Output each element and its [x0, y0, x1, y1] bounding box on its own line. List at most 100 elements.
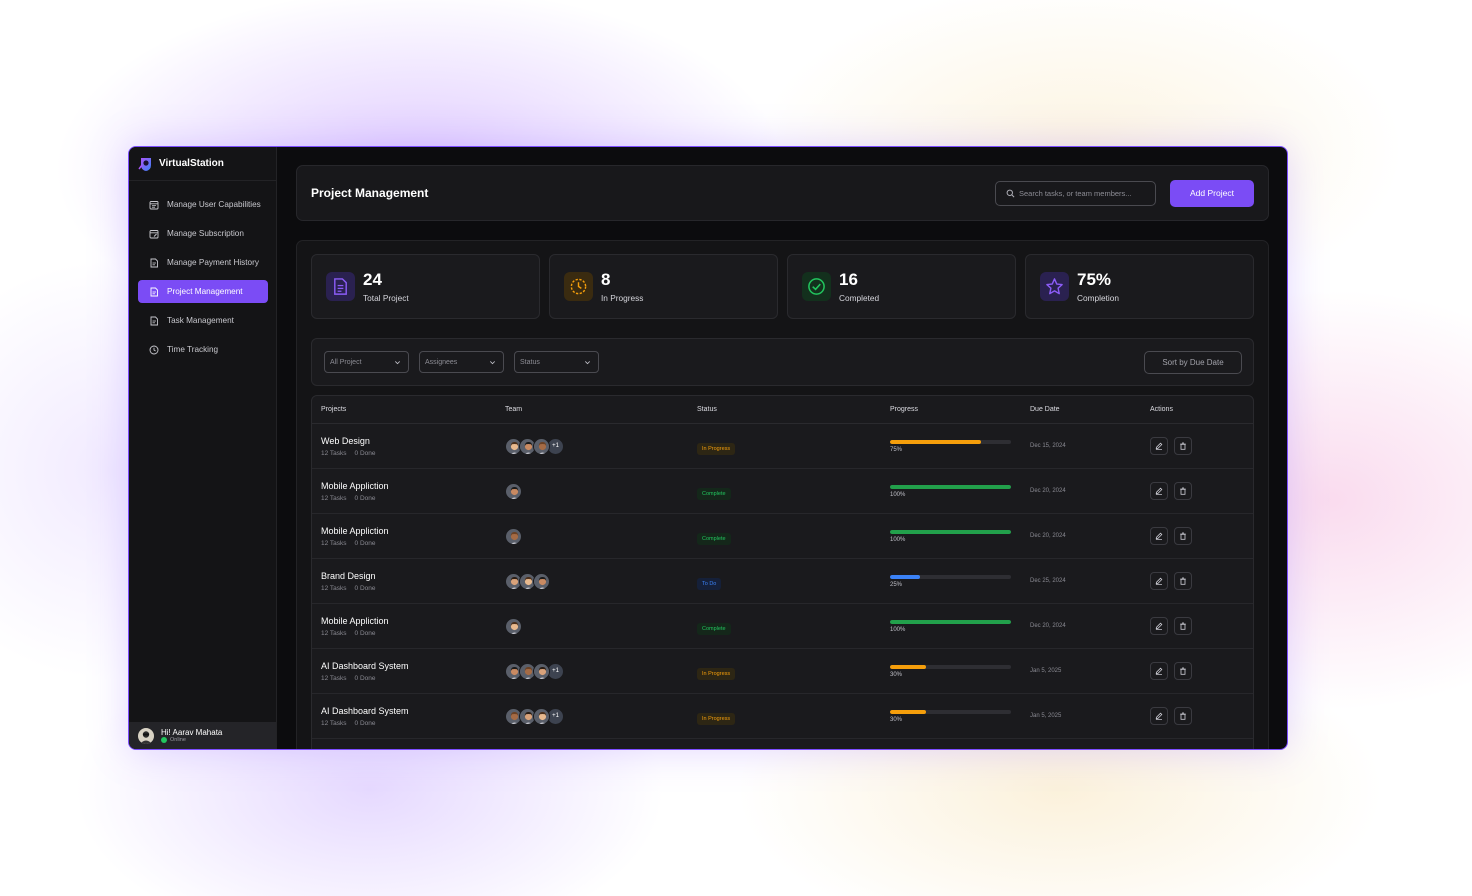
edit-button[interactable]	[1150, 482, 1168, 500]
progress-cell: 25%	[890, 574, 1030, 588]
actions-cell	[1150, 572, 1253, 590]
avatar	[533, 707, 550, 725]
delete-button[interactable]	[1174, 527, 1192, 545]
column-header-team[interactable]: Team	[505, 406, 523, 413]
sort-by-due-date-button[interactable]: Sort by Due Date	[1144, 350, 1242, 374]
sidebar-item-label: Project Management	[167, 287, 243, 296]
table-row[interactable]: AI Dashboard System 12 Tasks 0 Done +1 In…	[312, 694, 1253, 739]
pencil-icon	[1155, 577, 1163, 585]
user-profile[interactable]: Hi! Aarav Mahata Online	[129, 722, 276, 749]
team-cell	[505, 572, 697, 590]
search-input[interactable]	[1019, 188, 1147, 198]
project-panel: 24 Total Project 8 In Progress 16 Comple…	[296, 240, 1269, 749]
status-cell: In Progress	[697, 437, 890, 455]
actions-cell	[1150, 482, 1253, 500]
document-icon	[149, 316, 159, 326]
trash-icon	[1180, 712, 1186, 720]
avatar	[138, 727, 154, 744]
add-project-button[interactable]: Add Project	[1170, 179, 1254, 207]
table-row[interactable]: Brand Design 12 Tasks 0 Done To Do 25% De…	[312, 559, 1253, 604]
project-name[interactable]: Web Design	[321, 435, 370, 446]
trash-icon	[1180, 532, 1186, 540]
edit-button[interactable]	[1150, 437, 1168, 455]
team-cell	[505, 617, 697, 635]
sidebar-item-project-management[interactable]: Project Management	[138, 280, 268, 303]
team-cell: +1	[505, 437, 697, 455]
progress-label: 100%	[890, 536, 906, 543]
sidebar-item-manage-user-capabilities[interactable]: Manage User Capabilities	[138, 193, 268, 216]
sidebar-item-label: Manage User Capabilities	[167, 200, 261, 209]
stat-card-completed: 16 Completed	[787, 254, 1016, 319]
page-header: Project Management Add Project	[296, 165, 1269, 221]
edit-button[interactable]	[1150, 527, 1168, 545]
sidebar-item-time-tracking[interactable]: Time Tracking	[138, 338, 268, 361]
user-status-label: Online	[170, 737, 186, 743]
delete-button[interactable]	[1174, 707, 1192, 725]
actions-cell	[1150, 617, 1253, 635]
team-avatars: +1	[505, 437, 697, 455]
column-header-progress[interactable]: Progress	[890, 406, 919, 413]
status-badge: Complete	[697, 533, 731, 545]
progress-label: 25%	[890, 581, 903, 588]
status-badge: To Do	[697, 578, 722, 590]
sidebar-item-manage-payment-history[interactable]: Manage Payment History	[138, 251, 268, 274]
document-icon	[326, 272, 355, 301]
assignees-filter-select[interactable]: Assignees	[419, 351, 504, 373]
brand-name: VirtualStation	[159, 158, 224, 169]
project-name[interactable]: AI Dashboard System	[321, 705, 409, 716]
sidebar-item-manage-subscription[interactable]: Manage Subscription	[138, 222, 268, 245]
avatar	[533, 662, 550, 680]
due-date: Dec 20, 2024	[1030, 488, 1066, 494]
project-cell: Web Design 12 Tasks 0 Done	[312, 436, 505, 457]
project-name[interactable]: Mobile Appliction	[321, 525, 389, 536]
progress-label: 100%	[890, 491, 906, 498]
more-members-badge[interactable]: +1	[547, 662, 564, 680]
delete-button[interactable]	[1174, 662, 1192, 680]
column-header-projects[interactable]: Projects	[321, 406, 347, 413]
table-row[interactable]: Web Design 12 Tasks 0 Done +1 In Progress…	[312, 424, 1253, 469]
user-status: Online	[161, 737, 222, 743]
delete-button[interactable]	[1174, 572, 1192, 590]
due-date: Dec 25, 2024	[1030, 578, 1066, 584]
sidebar-item-label: Manage Payment History	[167, 258, 259, 267]
table-row[interactable]: AI Dashboard System 12 Tasks 0 Done +1 In…	[312, 649, 1253, 694]
project-name[interactable]: Mobile Appliction	[321, 615, 389, 626]
task-count: 12 Tasks	[321, 539, 347, 547]
avatar	[505, 527, 522, 545]
filter-bar: All Project Assignees Status Sort by Due…	[311, 338, 1254, 386]
delete-button[interactable]	[1174, 437, 1192, 455]
clock-progress-icon	[564, 272, 593, 301]
status-filter-value: Status	[520, 358, 540, 366]
edit-button[interactable]	[1150, 572, 1168, 590]
project-filter-value: All Project	[330, 358, 362, 366]
edit-button[interactable]	[1150, 662, 1168, 680]
project-name[interactable]: Mobile Appliction	[321, 480, 389, 491]
stat-card-total-project: 24 Total Project	[311, 254, 540, 319]
team-avatars: +1	[505, 707, 697, 725]
edit-button[interactable]	[1150, 617, 1168, 635]
task-count: 12 Tasks	[321, 449, 347, 457]
project-cell: Mobile Appliction 12 Tasks 0 Done	[312, 481, 505, 502]
delete-button[interactable]	[1174, 482, 1192, 500]
avatar	[505, 662, 522, 680]
delete-button[interactable]	[1174, 617, 1192, 635]
chevron-down-icon	[585, 360, 590, 364]
sidebar-item-task-management[interactable]: Task Management	[138, 309, 268, 332]
team-cell	[505, 482, 697, 500]
project-name[interactable]: Brand Design	[321, 570, 376, 581]
project-name[interactable]: AI Dashboard System	[321, 660, 409, 671]
column-header-due-date[interactable]: Due Date	[1030, 406, 1060, 413]
pencil-icon	[1155, 622, 1163, 630]
project-filter-select[interactable]: All Project	[324, 351, 409, 373]
actions-cell	[1150, 437, 1253, 455]
status-filter-select[interactable]: Status	[514, 351, 599, 373]
column-header-status[interactable]: Status	[697, 406, 717, 413]
edit-button[interactable]	[1150, 707, 1168, 725]
sidebar-item-label: Manage Subscription	[167, 229, 244, 238]
task-count: 12 Tasks	[321, 629, 347, 637]
table-body: Web Design 12 Tasks 0 Done +1 In Progress…	[312, 424, 1253, 749]
